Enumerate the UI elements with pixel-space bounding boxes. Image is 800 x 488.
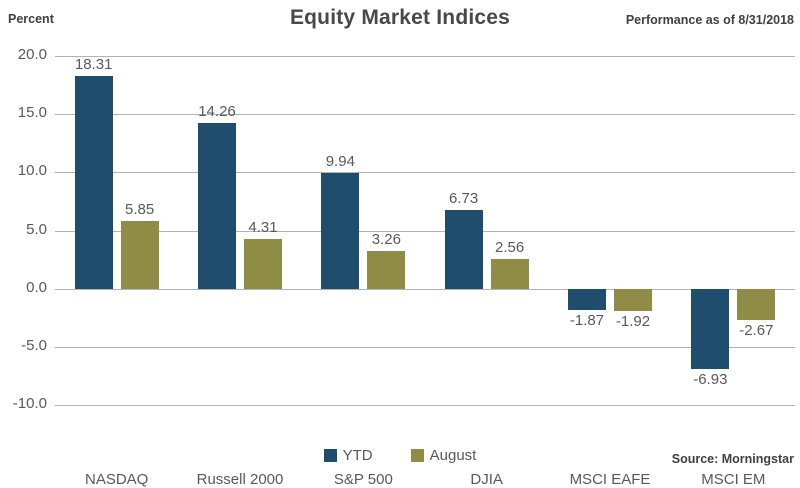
bar-ytd-russell-2000 <box>198 122 236 289</box>
bar-value-label: -2.67 <box>739 321 774 339</box>
bar-value-label: 5.85 <box>125 200 155 218</box>
legend-label-august: August <box>429 447 477 464</box>
legend-item-august: August <box>410 447 477 464</box>
chart-legend: YTD August <box>0 447 800 464</box>
y-tick-label: 0.0 <box>26 278 47 296</box>
bar-value-label: 9.94 <box>325 153 355 171</box>
gridline <box>55 346 795 348</box>
gridline <box>55 405 795 406</box>
y-tick-label: -5.0 <box>21 336 47 354</box>
bar-august-msci-em <box>737 288 776 320</box>
y-tick-label: 15.0 <box>17 104 47 122</box>
y-tick-label: -10.0 <box>12 395 47 412</box>
bar-august-nasdaq <box>120 220 159 289</box>
gridline <box>55 288 795 290</box>
performance-date-note: Performance as of 8/31/2018 <box>625 13 794 27</box>
source-note: Source: Morningstar <box>671 452 794 466</box>
bar-ytd-msci-eafe <box>568 288 606 311</box>
bar-value-label: 3.26 <box>371 230 401 248</box>
y-tick-label: 5.0 <box>26 220 47 238</box>
bar-value-label: -1.92 <box>615 313 651 330</box>
gridline <box>55 114 795 116</box>
bar-value-label: -1.87 <box>569 312 605 330</box>
bar-value-label: 18.31 <box>74 55 113 73</box>
y-tick-label: 20.0 <box>17 46 47 63</box>
bar-value-label: 4.31 <box>248 218 278 236</box>
y-axis-title: Percent <box>8 12 54 26</box>
plot-area: 20.0 15.0 10.0 5.0 0.0 -5.0 -10.0 18.31 5.85 NASD… <box>0 46 800 488</box>
bar-ytd-nasdaq <box>74 75 113 289</box>
chart-title: Equity Market Indices <box>289 6 511 29</box>
gridline <box>55 56 795 57</box>
legend-item-ytd: YTD <box>323 447 373 464</box>
bar-ytd-djia <box>444 210 483 289</box>
bar-value-label: 6.73 <box>449 190 479 208</box>
gridline <box>55 172 795 174</box>
ytd-swatch-icon <box>323 449 337 462</box>
bar-value-label: 2.56 <box>495 238 525 256</box>
august-swatch-icon <box>410 449 424 462</box>
bar-august-s-p-500 <box>367 250 406 289</box>
bar-august-msci-eafe <box>614 288 652 311</box>
legend-label-ytd: YTD <box>342 447 373 464</box>
bar-august-russell-2000 <box>244 238 282 289</box>
bar-value-label: -6.93 <box>693 371 728 389</box>
bar-ytd-msci-em <box>691 288 730 370</box>
bar-ytd-s-p-500 <box>321 173 360 289</box>
gridline <box>55 230 795 232</box>
bar-august-djia <box>490 258 529 289</box>
bar-value-label: 14.26 <box>198 102 236 120</box>
y-tick-label: 10.0 <box>17 162 47 180</box>
